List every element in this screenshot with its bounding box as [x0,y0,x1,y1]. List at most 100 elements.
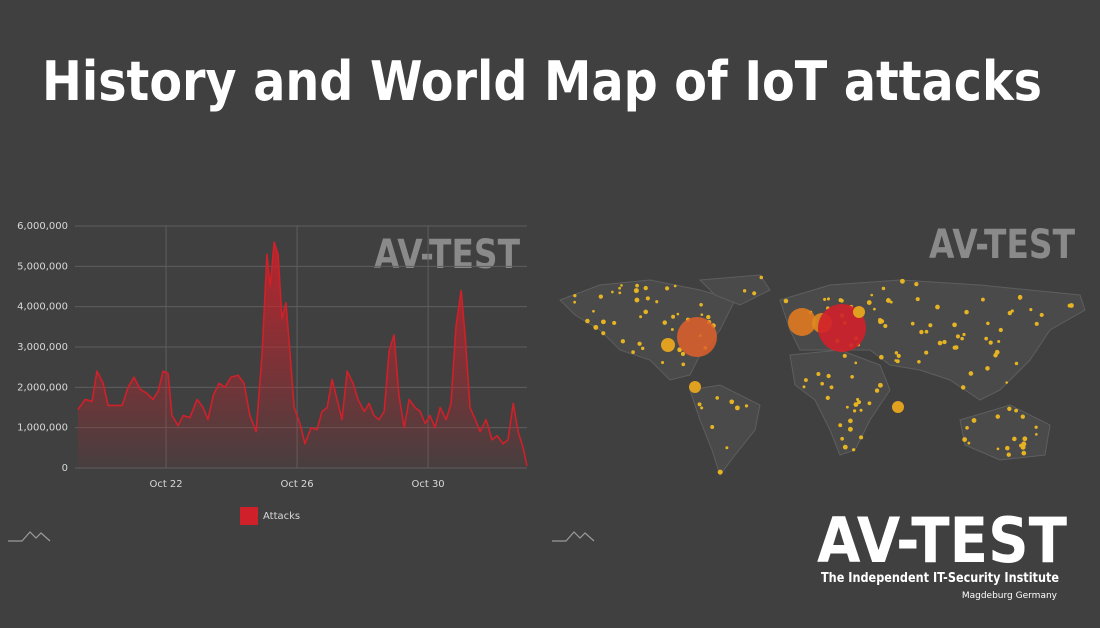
attack-dot [838,298,843,303]
attack-dot [997,339,1001,343]
attack-dot [759,275,764,280]
attack-dot [592,309,595,313]
y-tick-label: 5,000,000 [17,261,68,272]
attack-dot [894,359,898,362]
attack-dot [866,300,872,305]
attack-dot [826,297,831,301]
attack-dot [1010,309,1014,313]
attack-dot [877,382,883,388]
attack-dot [573,293,577,298]
attack-dot [952,322,957,328]
attack-dot [715,396,720,400]
attack-dot [676,312,680,316]
attack-dot [879,354,884,360]
attack-dot [706,314,711,320]
attack-dot [853,402,859,407]
attack-dot [924,350,929,355]
attack-dot [601,331,606,336]
y-tick-label: 0 [62,463,68,474]
attack-dot [1012,436,1017,442]
attack-dot [845,405,849,409]
attack-dot [896,353,901,358]
attack-dot [870,293,874,297]
page-title: History and World Map of IoT attacks [42,50,1042,113]
area [77,242,528,468]
attack-dot [825,395,830,400]
attack-dot [680,351,685,356]
attack-dot [673,284,677,288]
attack-dot [670,327,674,331]
attack-hotspot [677,317,717,357]
attack-dot [1006,452,1011,457]
world-map [559,274,1086,477]
attack-dot [859,408,863,412]
attack-dot [816,371,821,376]
legend-label: Attacks [263,511,300,522]
attack-dot [717,469,723,475]
attack-dot [645,296,650,301]
attack-dot [593,324,599,330]
chart-icon [8,531,51,542]
attack-dot [1039,312,1044,317]
map-icon [552,531,595,542]
attack-dot [988,340,993,345]
attack-dot [823,297,827,301]
attack-dot [1067,303,1072,308]
attack-dot [917,360,921,364]
attack-dot [665,286,670,291]
attack-dot [986,321,990,326]
y-tick-label: 3,000,000 [17,342,68,353]
attack-dot [820,381,824,386]
attack-dot [850,374,854,379]
attack-dot [662,320,668,325]
attack-dot [611,290,614,294]
attack-dot [1020,414,1025,419]
attack-dot [598,294,603,299]
attack-dot [955,334,960,339]
attack-dot [851,448,856,452]
attack-dot [631,350,635,354]
attack-dot [803,378,808,383]
attack-dot [962,437,968,442]
attack-dot [883,323,888,329]
attack-dot [885,298,891,303]
logo-tagline: The Independent IT-Security Institute [821,571,1059,586]
attack-dot [655,300,659,304]
attack-dot [1018,296,1022,300]
attack-dot [998,327,1003,333]
attack-hotspot [818,304,866,352]
attack-dot [924,329,929,334]
continent [689,384,761,477]
attack-dot [585,318,590,324]
attack-dot [856,397,860,402]
attack-dot [985,366,990,371]
attack-dot [996,447,1000,451]
attack-dot [935,304,940,310]
watermark: AV-TEST [929,222,1076,268]
attack-dot [952,345,957,350]
attack-dot [699,302,703,307]
attack-dot [671,314,676,319]
attack-dot [995,414,1001,419]
attack-dot [962,332,966,337]
attack-dot [1029,308,1033,312]
attack-dot [729,399,735,405]
attack-dot [838,423,843,428]
attack-dot [842,353,847,358]
x-tick-label: Oct 30 [411,479,444,490]
attack-dot [635,283,639,288]
continent [698,274,771,306]
attack-dot [637,341,642,346]
attack-dot [1005,381,1008,384]
attack-dot [618,286,622,290]
line-chart: 0 1,000,000 2,000,000 3,000,000 4,000,000 5,0… [17,221,528,525]
attack-dot [710,425,715,429]
attack-dot [620,284,623,287]
attack-dot [1005,445,1010,451]
attack-dot [643,309,649,315]
attack-dot [910,321,915,326]
attack-dot [634,297,640,303]
attack-dot [872,307,876,311]
attack-dot [965,425,969,430]
